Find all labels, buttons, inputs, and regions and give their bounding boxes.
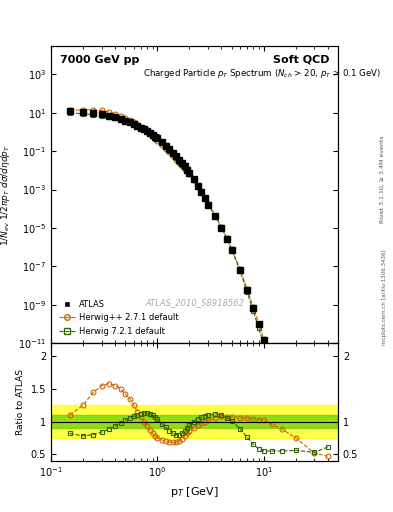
Text: Rivet 3.1.10, ≥ 3.4M events: Rivet 3.1.10, ≥ 3.4M events bbox=[380, 135, 385, 223]
Y-axis label: Ratio to ATLAS: Ratio to ATLAS bbox=[16, 369, 25, 435]
Legend: ATLAS, Herwig++ 2.7.1 default, Herwig 7.2.1 default: ATLAS, Herwig++ 2.7.1 default, Herwig 7.… bbox=[55, 297, 182, 339]
X-axis label: p$_T$ [GeV]: p$_T$ [GeV] bbox=[170, 485, 219, 499]
Text: Soft QCD: Soft QCD bbox=[273, 55, 329, 65]
Text: mcplots.cern.ch [arXiv:1306.3436]: mcplots.cern.ch [arXiv:1306.3436] bbox=[382, 249, 387, 345]
Bar bbox=[51, 415, 338, 428]
Text: Charged Particle $p_T$ Spectrum ($N_{ch}$ > 20, $p_T$ > 0.1 GeV): Charged Particle $p_T$ Spectrum ($N_{ch}… bbox=[143, 67, 381, 80]
Bar bbox=[51, 405, 338, 438]
Y-axis label: $1/N_{ev}$ $1/2\pi p_T$ $d\sigma/d\eta dp_T$: $1/N_{ev}$ $1/2\pi p_T$ $d\sigma/d\eta d… bbox=[0, 143, 13, 246]
Text: 7000 GeV pp: 7000 GeV pp bbox=[60, 55, 139, 65]
Text: ATLAS_2010_S8918562: ATLAS_2010_S8918562 bbox=[145, 298, 244, 307]
